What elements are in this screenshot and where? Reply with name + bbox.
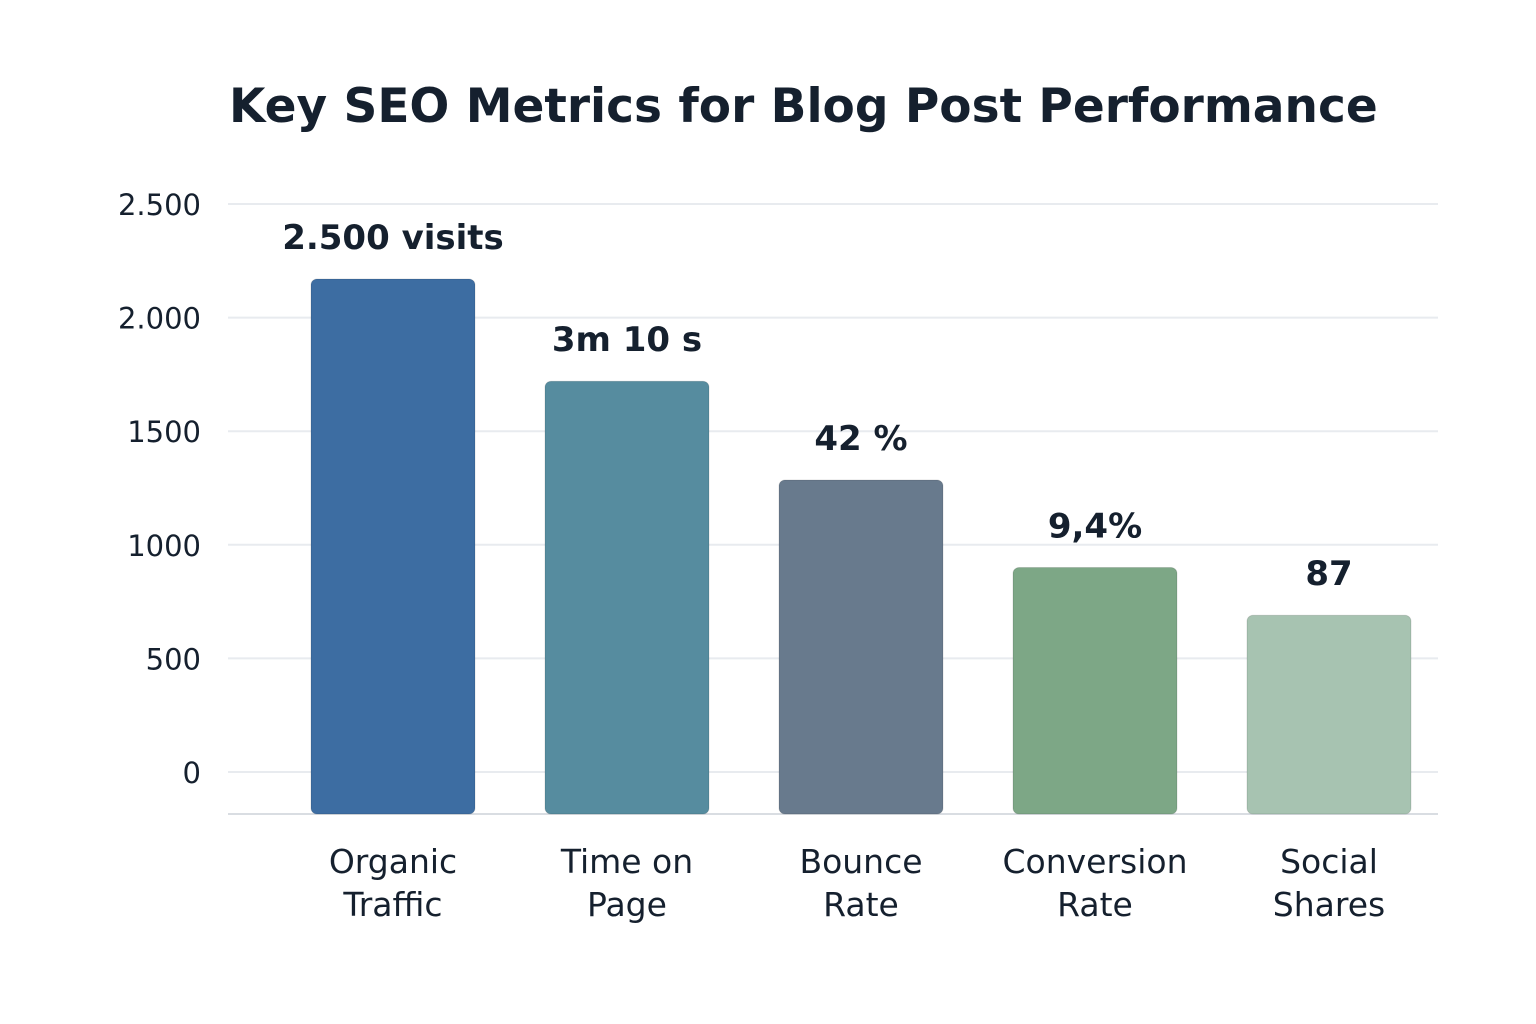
y-tick-label: 0 — [183, 756, 201, 790]
bar — [1246, 614, 1412, 815]
x-tick-label: Rate — [823, 885, 899, 924]
x-tick-label: Traffic — [342, 885, 442, 924]
x-axis-ticks: Organic Traffic Time on Page Bounce Rate Conve… — [329, 842, 1385, 924]
data-label: 9,4% — [1048, 507, 1142, 547]
x-tick-label: Time on — [560, 842, 693, 881]
data-label: 3m 10 s — [552, 320, 702, 360]
data-label: 42 % — [814, 419, 907, 459]
x-tick-label: Conversion — [1002, 842, 1187, 881]
x-tick-label: Shares — [1273, 885, 1385, 924]
data-label: 2.500 visits — [282, 218, 504, 258]
y-tick-label: 1000 — [127, 529, 201, 563]
data-label: 87 — [1305, 554, 1352, 594]
y-tick-label: 500 — [146, 642, 201, 676]
y-tick-label: 2.000 — [118, 302, 201, 336]
chart-title: Key SEO Metrics for Blog Post Performanc… — [229, 79, 1378, 134]
x-tick-label: Page — [587, 885, 667, 924]
y-axis-ticks: 0 500 1000 1500 2.000 2.500 — [118, 188, 201, 790]
bar — [1012, 567, 1178, 815]
x-tick-label: Organic — [329, 842, 457, 881]
data-labels: 2.500 visits 3m 10 s 42 % 9,4% 87 — [282, 218, 1352, 594]
x-tick-label: Social — [1280, 842, 1378, 881]
x-tick-label: Rate — [1057, 885, 1133, 924]
bar — [778, 479, 944, 815]
bars — [310, 278, 1412, 815]
y-tick-label: 1500 — [127, 415, 201, 449]
bar — [544, 380, 710, 815]
bar — [310, 278, 476, 815]
y-tick-label: 2.500 — [118, 188, 201, 222]
x-tick-label: Bounce — [799, 842, 922, 881]
